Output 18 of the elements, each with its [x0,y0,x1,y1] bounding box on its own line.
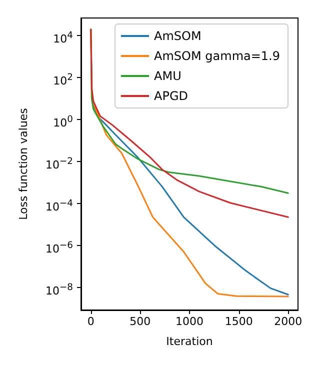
legend-label: AmSOM [154,29,202,43]
y-tick-label: 10$^{−4}$ [46,196,73,216]
y-tick-label: 10$^{0}$ [53,112,73,132]
y-tick-label: 10$^{−8}$ [46,280,73,300]
y-tick-label: 10$^{−6}$ [46,238,73,258]
legend-label: AmSOM gamma=1.9 [154,49,280,63]
y-tick-label: 10$^{2}$ [53,70,73,90]
x-axis-title: Iteration [166,335,213,348]
x-tick-label: 1000 [176,315,204,328]
legend-label: AMU [154,69,182,83]
y-axis-title: Loss function values [17,108,30,220]
y-tick-label: 10$^{4}$ [53,28,73,48]
y-tick-label: 10$^{−2}$ [46,154,73,174]
x-tick-label: 1500 [224,315,253,328]
legend-label: APGD [154,89,188,103]
x-tick-label: 0 [87,315,94,328]
x-tick-label: 2000 [274,315,302,328]
x-tick-label: 500 [130,315,151,328]
